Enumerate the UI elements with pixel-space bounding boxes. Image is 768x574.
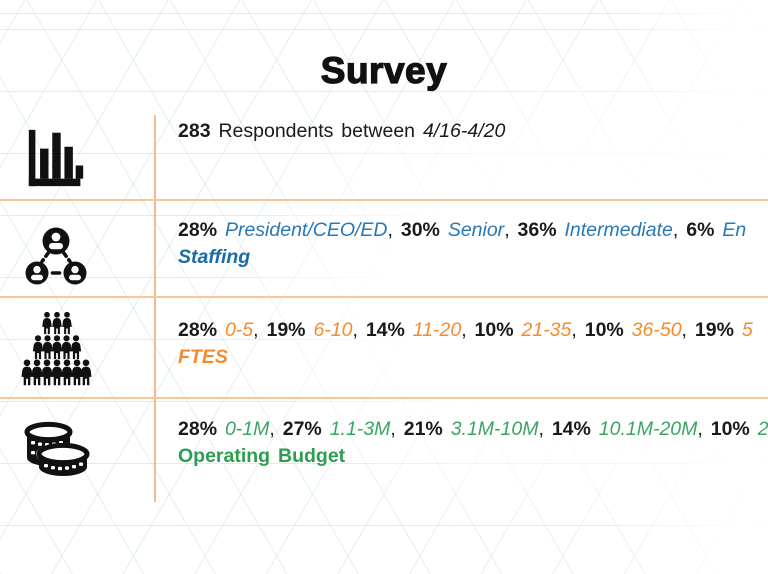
text-run: 11-20 xyxy=(412,319,462,341)
horizontal-separator-1 xyxy=(0,199,768,201)
text-run: 0-1M xyxy=(224,418,270,440)
text-run: 19% xyxy=(694,319,742,341)
text-run: 36-50 xyxy=(631,319,682,341)
row-label: FTES xyxy=(178,346,228,368)
text-run: 10% xyxy=(584,319,632,341)
text-run: 28% xyxy=(178,219,225,241)
text-run: 14% xyxy=(365,319,413,341)
text-run: En xyxy=(722,219,747,241)
text-run: 2 xyxy=(757,418,768,440)
text-run: 28% xyxy=(178,319,225,341)
text-run: , xyxy=(538,418,552,440)
text-run: 27% xyxy=(282,418,330,440)
vertical-separator xyxy=(154,115,156,502)
text-run: 10% xyxy=(710,418,758,440)
row-label: Operating Budget xyxy=(178,445,346,467)
text-run: , xyxy=(387,219,401,241)
text-run: , xyxy=(269,418,283,440)
bar-chart-icon xyxy=(28,129,84,187)
text-run: , xyxy=(571,319,585,341)
row-text: 28% 0-5, 19% 6-10, 14% 11-20, 10% 21-35,… xyxy=(178,317,768,371)
text-run: 36% xyxy=(517,219,565,241)
text-run: , xyxy=(504,219,518,241)
text-run: , xyxy=(681,319,695,341)
text-run: Respondents between xyxy=(218,120,423,142)
horizontal-separator-2 xyxy=(0,296,768,298)
text-run: 3.1M-10M xyxy=(450,418,539,440)
text-run: 6-10 xyxy=(313,319,353,341)
text-run: , xyxy=(672,219,687,241)
text-run: Senior xyxy=(447,219,505,241)
horizontal-separator-3 xyxy=(0,397,768,399)
text-run: 4/16-4/20 xyxy=(422,120,506,142)
text-run: 21% xyxy=(403,418,451,440)
row-text: 28% 0-1M, 27% 1.1-3M, 21% 3.1M-10M, 14% … xyxy=(178,416,768,470)
page-title: Survey xyxy=(320,49,448,91)
text-run: 28% xyxy=(178,418,225,440)
text-run: 0-5 xyxy=(224,319,254,341)
text-run: 21-35 xyxy=(521,319,572,341)
text-run: , xyxy=(253,319,267,341)
text-run: , xyxy=(352,319,366,341)
text-run: , xyxy=(697,418,711,440)
text-run: 10.1M-20M xyxy=(598,418,698,440)
text-run: , xyxy=(390,418,404,440)
text-run: 283 xyxy=(178,120,219,142)
row-text: 28% President/CEO/ED, 30% Senior, 36% In… xyxy=(178,217,768,271)
text-run: 30% xyxy=(400,219,448,241)
row-label: Staffing xyxy=(178,246,251,268)
org-chart-icon xyxy=(25,227,87,285)
text-run: 1.1-3M xyxy=(329,418,391,440)
text-run: President/CEO/ED xyxy=(224,219,388,241)
text-run: 19% xyxy=(266,319,314,341)
text-run: 14% xyxy=(551,418,599,440)
text-run: 6% xyxy=(686,219,723,241)
text-run: Intermediate xyxy=(564,219,673,241)
coins-icon xyxy=(24,421,90,476)
text-run: , xyxy=(461,319,475,341)
text-run: 10% xyxy=(474,319,522,341)
people-group-icon xyxy=(21,311,92,386)
row-text: 283 Respondents between 4/16-4/20 xyxy=(178,118,768,145)
text-run: 5 xyxy=(741,319,753,341)
